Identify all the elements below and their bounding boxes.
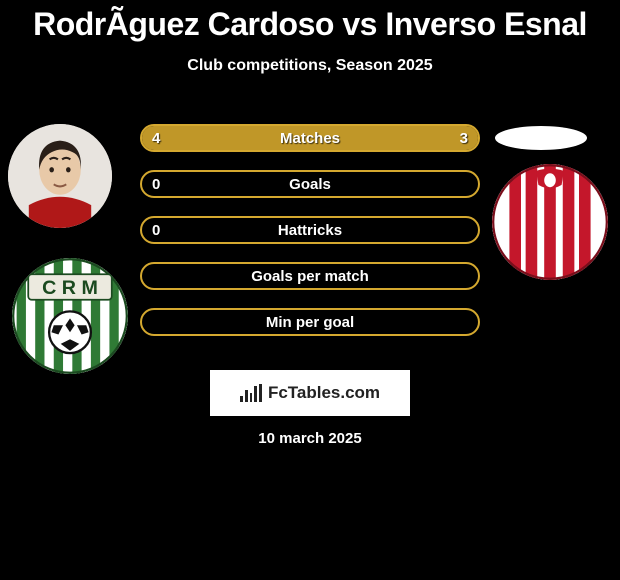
player-right-oval xyxy=(495,126,587,150)
stat-row: 0 Goals xyxy=(140,170,480,198)
stat-label: Goals xyxy=(289,176,331,193)
stat-value-left: 0 xyxy=(152,222,160,239)
stat-row: 0 Hattricks xyxy=(140,216,480,244)
player-left-photo xyxy=(8,124,112,228)
watermark: FcTables.com xyxy=(210,370,410,416)
stat-label: Matches xyxy=(280,130,340,147)
svg-text:C R M: C R M xyxy=(42,277,98,299)
page-title: RodrÃ­guez Cardoso vs Inverso Esnal xyxy=(0,0,620,43)
stat-value-right: 3 xyxy=(460,130,468,147)
stat-fill-right xyxy=(334,126,478,150)
subtitle: Club competitions, Season 2025 xyxy=(0,57,620,75)
stat-row: Goals per match xyxy=(140,262,480,290)
stat-label: Hattricks xyxy=(278,222,342,239)
stat-row: Min per goal xyxy=(140,308,480,336)
stat-row: 4 3 Matches xyxy=(140,124,480,152)
watermark-text: FcTables.com xyxy=(268,383,380,403)
stats-container: 4 3 Matches 0 Goals 0 Hattricks Goals per match… xyxy=(140,124,480,354)
bars-icon xyxy=(240,384,262,402)
stat-value-left: 0 xyxy=(152,176,160,193)
stat-label: Goals per match xyxy=(251,268,369,285)
stat-label: Min per goal xyxy=(266,314,354,331)
date-label: 10 march 2025 xyxy=(0,430,620,447)
club-left-badge: C R M xyxy=(12,258,128,374)
stat-value-left: 4 xyxy=(152,130,160,147)
club-right-badge xyxy=(492,164,608,280)
